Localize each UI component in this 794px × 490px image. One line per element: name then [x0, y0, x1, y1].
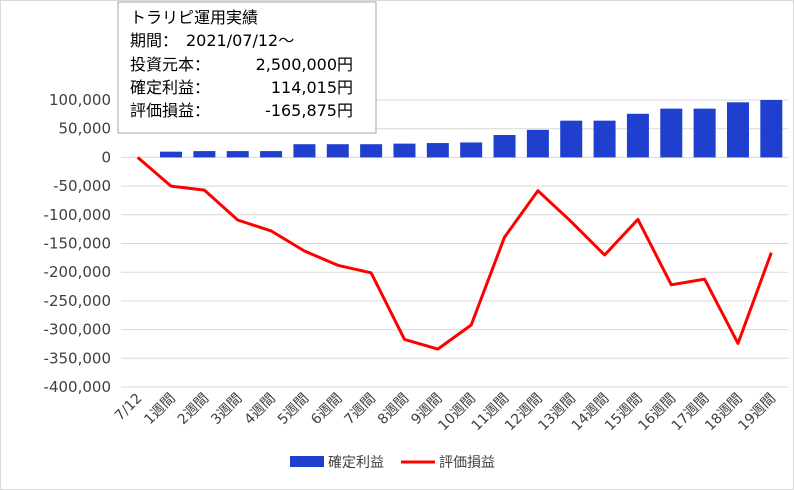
x-tick-label: 3週間	[208, 391, 245, 428]
y-tick-label: -400,000	[44, 378, 111, 396]
legend-line-label: 評価損益	[439, 455, 495, 471]
x-tick-label: 2週間	[175, 391, 212, 428]
info-period-label: 期間：	[130, 31, 178, 50]
legend: 確定利益 評価損益	[290, 455, 495, 471]
bar	[360, 144, 383, 158]
y-tick-label: -250,000	[44, 292, 111, 310]
y-tick-label: -300,000	[44, 321, 111, 339]
bar	[693, 108, 716, 158]
bar	[526, 129, 549, 158]
info-title: トラリピ運用実績	[130, 8, 258, 27]
bar	[726, 102, 749, 158]
info-realized-value: 114,015円	[271, 78, 353, 97]
x-tick-label: 19週間	[735, 391, 779, 435]
bar	[593, 120, 616, 158]
info-box: トラリピ運用実績 期間： 2021/07/12～ 投資元本： 2,500,000…	[117, 1, 377, 134]
y-tick-label: 100,000	[49, 91, 111, 109]
y-tick-label: -200,000	[44, 263, 111, 281]
bar	[493, 135, 516, 158]
x-tick-label: 8週間	[375, 391, 412, 428]
info-realized-label: 確定利益：	[130, 78, 210, 97]
bar	[626, 113, 649, 158]
info-unrealized-value: -165,875円	[265, 101, 353, 120]
bar	[426, 143, 449, 158]
legend-bar-label: 確定利益	[328, 455, 384, 471]
bar	[560, 120, 583, 158]
bar	[393, 143, 416, 158]
y-tick-label: -100,000	[44, 206, 111, 224]
x-tick-label: 7週間	[342, 391, 379, 428]
info-box-frame	[117, 1, 377, 134]
series-line	[136, 156, 773, 351]
bar	[293, 144, 316, 158]
bar	[160, 151, 183, 158]
x-axis-ticks: 7/121週間2週間3週間4週間5週間6週間7週間8週間9週間10週間11週間1…	[112, 391, 779, 435]
y-tick-label: -50,000	[53, 177, 111, 195]
x-tick-label: 6週間	[308, 391, 345, 428]
info-unrealized-label: 評価損益：	[130, 101, 210, 120]
info-period-value: 2021/07/12～	[186, 31, 294, 50]
x-tick-label: 7/12	[112, 391, 146, 425]
realized-profit-bars	[160, 100, 783, 158]
y-tick-label: -150,000	[44, 235, 111, 253]
bar	[193, 151, 216, 158]
bar	[226, 151, 249, 158]
y-axis-ticks: 100,000 50,000 0 -50,000 -100,000 -150,000 -20…	[44, 91, 111, 396]
y-tick-label: -350,000	[44, 349, 111, 367]
x-tick-label: 1週間	[141, 391, 178, 428]
x-tick-label: 4週間	[241, 391, 278, 428]
bar	[760, 100, 783, 158]
info-capital-label: 投資元本：	[130, 55, 210, 74]
bar	[326, 144, 349, 158]
bar	[260, 151, 283, 158]
y-tick-label: 0	[101, 148, 111, 166]
bar	[660, 108, 683, 158]
info-capital-value: 2,500,000円	[256, 55, 353, 74]
bar	[460, 142, 483, 158]
gridlines	[121, 99, 788, 388]
legend-bar-swatch	[290, 456, 324, 467]
y-tick-label: 50,000	[59, 120, 112, 138]
unrealized-pl-line	[136, 156, 773, 351]
x-tick-label: 5週間	[275, 391, 312, 428]
